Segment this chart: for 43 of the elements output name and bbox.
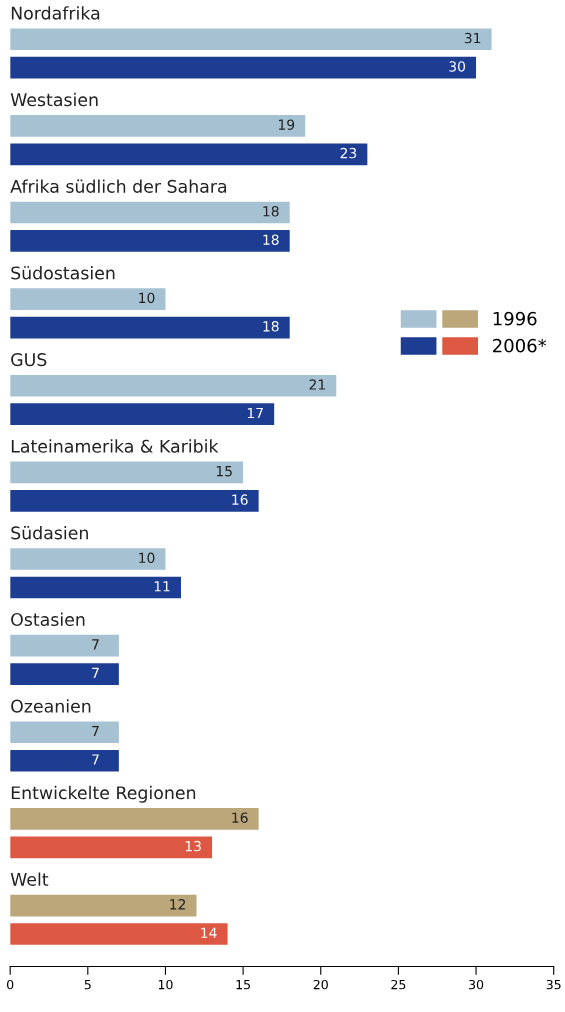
data-label: 10: [139, 292, 155, 304]
y-tick-label: GUS: [11, 353, 47, 367]
data-label: 14: [201, 927, 217, 938]
data-label: 17: [247, 407, 263, 419]
data-label: 18: [263, 206, 279, 217]
legend-label: 1996: [493, 311, 537, 326]
data-label: 11: [154, 581, 170, 592]
y-tick-label: Entwickelte Regionen: [11, 785, 196, 803]
data-label: 10: [139, 552, 155, 564]
data-label: 31: [464, 32, 481, 44]
data-label: 7: [92, 726, 99, 737]
y-tick-label: Welt: [10, 872, 49, 886]
data-label: 7: [92, 639, 99, 650]
x-tick-label: 0: [7, 979, 14, 990]
x-tick-label: 5: [84, 980, 91, 990]
y-tick-label: Ozeanien: [11, 699, 91, 713]
data-label: 19: [278, 119, 295, 130]
x-tick-label: 20: [313, 979, 328, 990]
y-tick-label: Südasien: [11, 525, 88, 540]
x-tick-label: 25: [391, 979, 406, 990]
x-tick-label: 10: [158, 979, 173, 990]
data-label: 12: [170, 899, 186, 910]
data-label: 18: [263, 321, 279, 332]
legend-label: 2006*: [493, 338, 547, 353]
data-label: 18: [263, 234, 279, 245]
y-tick-label: Ostasien: [11, 612, 85, 627]
data-label: 7: [92, 754, 99, 765]
data-label: 15: [216, 466, 232, 477]
data-label: 7: [92, 667, 99, 678]
x-tick-label: 15: [236, 980, 250, 990]
y-tick-label: Südostasien: [11, 266, 115, 280]
data-label: 23: [340, 147, 357, 159]
data-label: 16: [232, 494, 248, 505]
x-tick-label: 35: [546, 979, 561, 990]
data-label: 13: [185, 840, 201, 852]
y-tick-label: Nordafrika: [11, 6, 100, 20]
x-tick-label: 30: [469, 979, 484, 990]
data-label: 16: [232, 812, 248, 823]
data-label: 21: [309, 379, 325, 390]
y-tick-label: Westasien: [10, 92, 98, 107]
data-label: 30: [449, 61, 466, 72]
y-tick-label: Lateinamerika & Karibik: [11, 439, 219, 453]
y-tick-label: Afrika südlich der Sahara: [10, 179, 227, 193]
